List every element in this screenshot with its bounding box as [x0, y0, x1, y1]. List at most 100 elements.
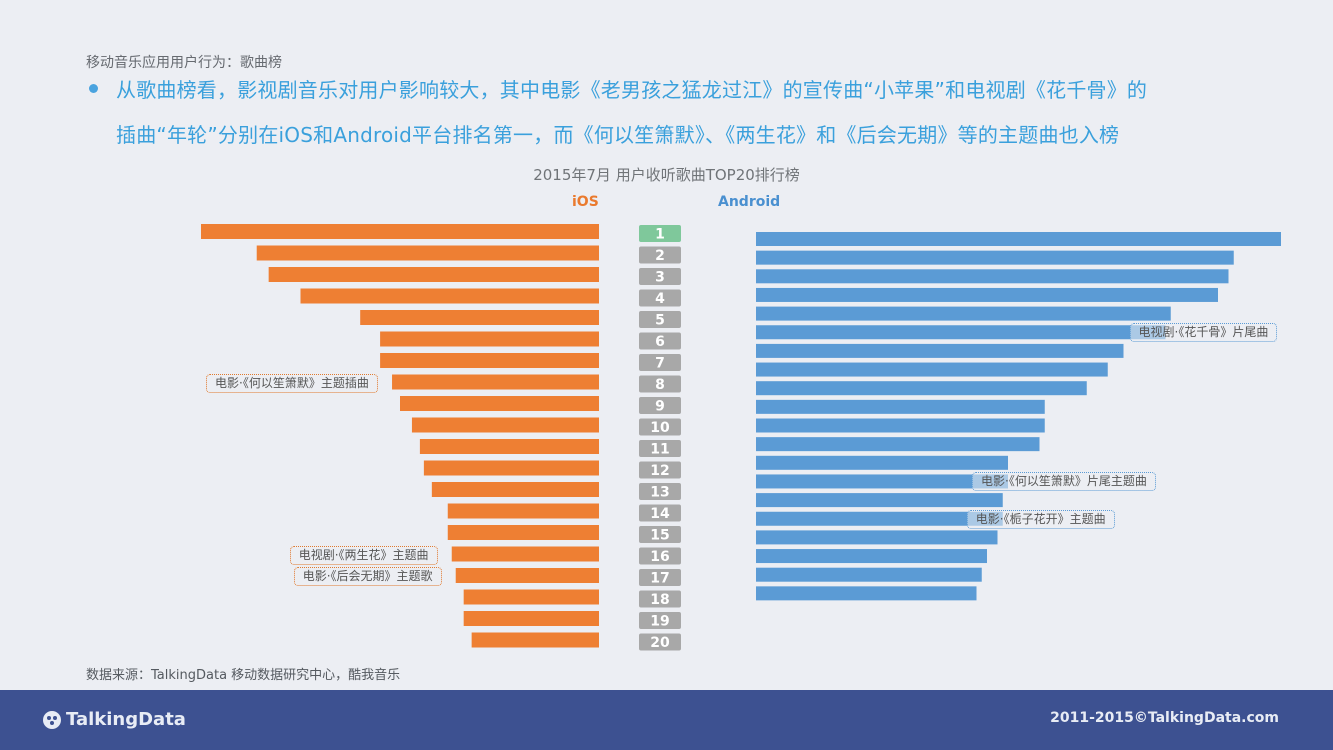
ios-bar-rank-10: [411, 417, 599, 433]
rank-label-20: 20: [650, 635, 670, 651]
chart-title: 2015年7月 用户收听歌曲TOP20排行榜: [533, 166, 800, 184]
ios-bar-rank-14: [447, 503, 599, 519]
callout-ios-rank-16: 电视剧·《两生花》主题曲: [289, 545, 438, 565]
rank-label-2: 2: [655, 248, 665, 264]
footer-logo: TalkingData: [42, 709, 186, 730]
ios-bar-rank-2: [256, 245, 599, 261]
footer-copyright: 2011-2015©TalkingData.com: [1050, 710, 1279, 726]
callout-ios-rank-8: 电影·《何以笙箫默》主题插曲: [206, 373, 378, 393]
headline-line-2: 插曲“年轮”分别在iOS和Android平台排名第一，而《何以笙箫默》、《两生花…: [116, 123, 1120, 147]
ios-bar-rank-17: [455, 568, 599, 583]
callout-ios-rank-17: 电影·《后会无期》主题歌: [293, 567, 442, 586]
ios-bar-rank-11: [419, 439, 599, 454]
source-note: 数据来源：TalkingData 移动数据研究中心，酷我音乐: [86, 668, 401, 683]
android-series-label: Android: [718, 194, 781, 210]
rank-label-17: 17: [650, 571, 669, 587]
rank-box-14: [639, 504, 681, 522]
headline-line-1: 从歌曲榜看，影视剧音乐对用户影响较大，其中电影《老男孩之猛龙过江》的宣传曲“小苹…: [116, 78, 1148, 102]
rank-box-4: [639, 289, 681, 307]
rank-label-7: 7: [655, 356, 665, 372]
talkingdata-logo-icon: [43, 710, 61, 729]
ios-bar-rank-13: [431, 482, 599, 497]
rank-label-8: 8: [655, 377, 665, 393]
rank-label-1: 1: [655, 227, 665, 243]
android-bar-rank-8: [756, 362, 1108, 377]
android-bar-rank-4: [756, 287, 1218, 302]
rank-box-3: [639, 268, 681, 285]
rank-box-8: [639, 375, 681, 393]
ios-bar-rank-3: [268, 267, 599, 282]
rank-box-17: [639, 569, 681, 586]
android-bar-rank-3: [756, 269, 1229, 284]
android-bar-rank-12: [756, 437, 1040, 452]
android-bar-rank-18: [756, 549, 987, 564]
callout-android-rank-14: 电影·《何以笙箫默》片尾主题曲: [972, 472, 1156, 492]
android-bar-rank-13: [756, 455, 1008, 470]
android-bar-rank-7: [756, 343, 1124, 358]
rank-box-20: [639, 633, 681, 651]
rank-box-19: [639, 612, 681, 629]
ios-bar-rank-7: [380, 353, 599, 368]
rank-box-9: [639, 397, 681, 414]
rank-label-12: 12: [650, 463, 669, 479]
rank-box-2: [639, 246, 681, 264]
ios-bar-rank-12: [423, 460, 599, 476]
ios-bar-rank-16: [451, 546, 599, 562]
callout-android-rank-6: 电视剧·《花千骨》片尾曲: [1129, 323, 1278, 343]
android-bar-rank-2: [756, 250, 1234, 265]
rank-label-15: 15: [650, 528, 669, 544]
android-bar-rank-6: [756, 325, 1166, 340]
footer-logo-text: TalkingData: [66, 709, 186, 730]
rank-box-1: [639, 225, 681, 242]
rank-box-5: [639, 311, 681, 328]
rank-box-11: [639, 440, 681, 457]
rank-label-11: 11: [650, 442, 669, 458]
rank-box-10: [639, 418, 681, 436]
rank-label-18: 18: [650, 592, 669, 608]
android-bar-rank-17: [756, 530, 998, 545]
android-bar-rank-9: [756, 381, 1087, 396]
rank-label-6: 6: [655, 334, 665, 350]
rank-label-3: 3: [655, 270, 665, 286]
android-bar-rank-5: [756, 306, 1171, 321]
android-bar-rank-19: [756, 567, 982, 582]
android-bar-rank-1: [756, 232, 1281, 246]
ios-bar-rank-19: [463, 611, 599, 626]
rank-box-15: [639, 526, 681, 543]
android-bar-rank-16: [756, 511, 1003, 526]
rank-label-13: 13: [650, 485, 669, 501]
ios-bar-rank-18: [463, 589, 599, 605]
ios-bar-rank-1: [201, 224, 599, 239]
rank-box-18: [639, 590, 681, 608]
rank-label-9: 9: [655, 399, 665, 415]
rank-label-16: 16: [650, 549, 669, 565]
rank-box-16: [639, 547, 681, 565]
android-bar-rank-10: [756, 399, 1045, 414]
android-bar-rank-20: [756, 586, 977, 601]
ios-bar-rank-5: [360, 310, 599, 325]
android-bars-group: [756, 232, 1281, 601]
rank-label-14: 14: [650, 506, 670, 522]
android-bar-rank-15: [756, 493, 1003, 508]
rank-box-13: [639, 483, 681, 500]
rank-label-19: 19: [650, 614, 669, 630]
slide-subtitle: 移动音乐应用用户行为：歌曲榜: [86, 55, 282, 71]
rank-box-7: [639, 354, 681, 371]
rank-label-5: 5: [655, 313, 665, 329]
rank-box-12: [639, 461, 681, 479]
ios-bars-group: [201, 224, 599, 648]
android-bar-rank-14: [756, 474, 1008, 489]
callout-android-rank-16: 电影·《栀子花开》主题曲: [966, 509, 1115, 529]
ios-bar-rank-4: [300, 288, 599, 304]
rank-box-6: [639, 332, 681, 350]
android-bar-rank-11: [756, 418, 1045, 433]
ios-bar-rank-15: [447, 525, 599, 540]
ios-bar-rank-9: [400, 396, 599, 411]
ios-bar-rank-6: [380, 331, 599, 347]
ios-bar-rank-8: [392, 374, 599, 390]
bullet-dot: [89, 84, 98, 93]
footer-bar: TalkingData 2011-2015©TalkingData.com: [0, 690, 1333, 750]
rank-label-10: 10: [650, 420, 670, 436]
